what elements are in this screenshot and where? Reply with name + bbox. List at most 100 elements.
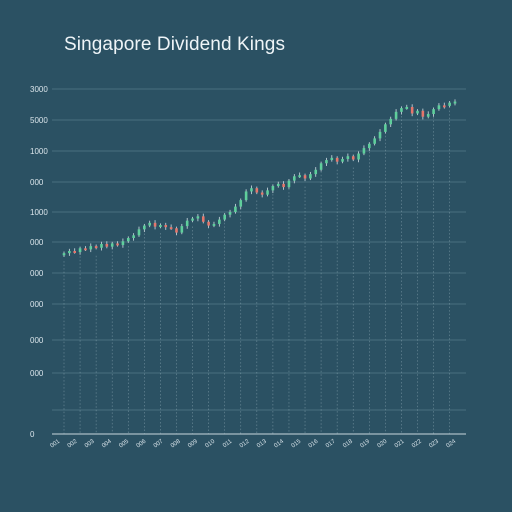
candle-body: [378, 131, 382, 139]
x-tick-label: 023: [428, 438, 440, 449]
candle-body: [234, 206, 237, 213]
x-tick-label: 011: [222, 438, 234, 449]
candle-body: [421, 110, 425, 117]
y-tick-label: 1000: [30, 208, 48, 217]
y-tick-label: 000: [30, 300, 44, 309]
x-tick-label: 007: [153, 438, 165, 449]
candle-body: [335, 157, 339, 162]
candle-body: [293, 176, 296, 181]
candle-body: [266, 190, 269, 195]
candle-body: [442, 105, 446, 108]
candle-body: [341, 158, 344, 162]
y-tick-label: 1000: [30, 147, 48, 156]
y-tick-label: 000: [30, 369, 44, 378]
candle-body: [303, 175, 307, 179]
candle-body: [309, 174, 312, 179]
candle-body: [351, 156, 355, 160]
candle-body: [143, 225, 146, 230]
x-tick-label: 018: [342, 438, 354, 449]
candle-body: [394, 111, 398, 119]
candle-body: [175, 228, 178, 233]
candle-body: [255, 188, 259, 193]
candle-body: [432, 109, 435, 115]
x-tick-label: 019: [359, 438, 371, 449]
candle-body: [110, 243, 114, 247]
y-tick-label: 000: [30, 178, 44, 187]
candle-body: [319, 163, 323, 170]
candle-body: [196, 216, 200, 219]
candle-body: [250, 188, 253, 192]
x-tick-label: 003: [84, 438, 96, 449]
candle-body: [121, 241, 125, 246]
candle-body: [218, 219, 221, 224]
x-tick-label: 015: [291, 438, 303, 449]
candle-body: [448, 102, 451, 106]
candle-body: [212, 223, 216, 226]
candle-body: [164, 225, 168, 228]
x-tick-label: 005: [118, 438, 130, 449]
x-tick-label: 010: [204, 438, 216, 449]
candle-body: [416, 110, 419, 114]
candle-body: [191, 218, 194, 221]
candle-body: [362, 148, 366, 154]
candle-body: [346, 156, 350, 159]
candle-body: [185, 220, 189, 227]
candle-body: [94, 246, 98, 249]
y-tick-label: 5000: [30, 116, 48, 125]
x-tick-label: 009: [187, 438, 199, 449]
candle-body: [153, 222, 157, 227]
candle-body: [180, 226, 184, 233]
candle-body: [389, 118, 393, 125]
candle-body: [228, 212, 232, 215]
candle-body: [271, 186, 275, 191]
x-tick-label: 020: [377, 438, 389, 449]
candle-body: [68, 250, 71, 254]
candle-body: [384, 124, 387, 132]
candle-body: [105, 243, 109, 247]
candle-body: [100, 243, 103, 248]
candle-body: [287, 180, 291, 188]
candle-body: [62, 253, 66, 256]
candle-body: [137, 229, 141, 236]
candle-body: [373, 138, 376, 144]
candle-body: [126, 238, 130, 242]
x-tick-label: 001: [50, 438, 62, 449]
candle-body: [78, 248, 82, 253]
x-tick-label: 004: [101, 438, 113, 449]
x-tick-label: 016: [308, 438, 320, 449]
candle-body: [405, 106, 409, 109]
y-tick-label: 0: [30, 430, 35, 439]
candle-body: [201, 216, 205, 222]
candle-body: [400, 108, 403, 112]
candle-body: [282, 183, 285, 188]
y-tick-label: 3000: [30, 85, 48, 94]
x-tick-label: 002: [67, 438, 79, 449]
candle-body: [325, 160, 328, 164]
candle-body: [73, 250, 77, 253]
x-tick-label: 024: [446, 438, 458, 449]
y-tick-label: 000: [30, 238, 44, 247]
candle-body: [276, 183, 280, 187]
x-tick-label: 017: [325, 438, 337, 449]
candle-body: [357, 153, 360, 160]
y-tick-label: 000: [30, 269, 44, 278]
candle-body: [223, 214, 226, 220]
x-tick-label: 014: [273, 438, 285, 449]
candle-body: [244, 191, 248, 201]
x-tick-label: 022: [411, 438, 423, 449]
guide-dash-layer: [63, 110, 450, 434]
candle-body: [239, 200, 243, 207]
candle-body: [169, 227, 173, 230]
x-tick-label: 021: [394, 438, 406, 449]
candle-body: [260, 192, 264, 195]
candle-body: [116, 243, 119, 246]
candle-body: [410, 106, 414, 114]
candle-body: [330, 157, 334, 161]
candle-body: [207, 221, 210, 226]
candle-body: [84, 248, 87, 251]
candle-body: [426, 114, 430, 117]
candle-body: [89, 246, 93, 250]
